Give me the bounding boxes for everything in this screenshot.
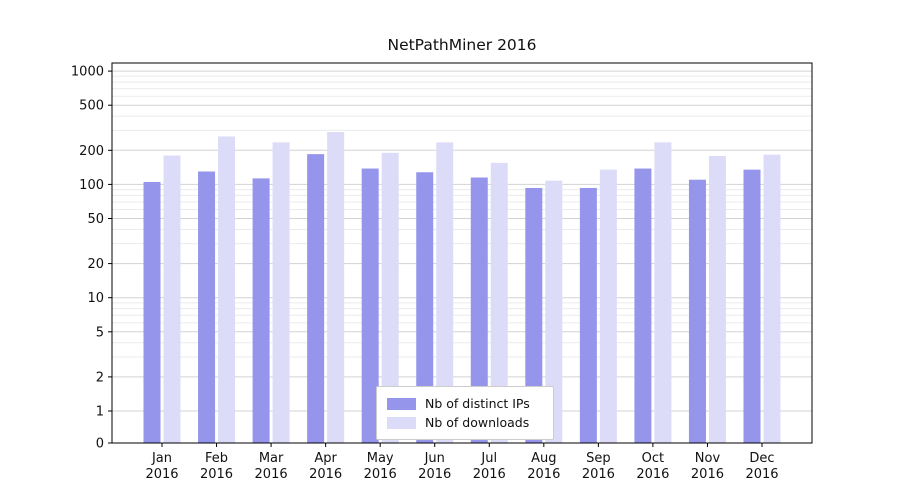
y-tick-label: 5 — [96, 325, 104, 340]
bar-downloads — [272, 142, 290, 443]
legend: Nb of distinct IPs Nb of downloads — [376, 386, 554, 440]
x-tick-label-month: Nov — [695, 451, 721, 466]
chart-title: NetPathMiner 2016 — [387, 36, 537, 54]
x-tick-label-month: Apr — [314, 451, 337, 466]
bar-distinct-ips — [470, 177, 488, 443]
bar-downloads — [163, 155, 181, 443]
x-tick-label-month: Jan — [151, 451, 172, 466]
x-tick-label-month: Jun — [424, 451, 445, 466]
x-tick-label-month: Sep — [586, 451, 611, 466]
x-tick-label-month: Jul — [480, 451, 497, 466]
x-tick-label-year: 2016 — [145, 467, 178, 482]
bar-distinct-ips — [198, 171, 216, 443]
x-tick-label-month: Feb — [205, 451, 228, 466]
y-tick-label: 1 — [96, 405, 104, 420]
bar-distinct-ips — [688, 179, 706, 443]
x-tick-label-year: 2016 — [636, 467, 669, 482]
x-tick-label-month: Oct — [642, 451, 664, 466]
bar-downloads — [708, 156, 726, 444]
bar-downloads — [763, 154, 781, 443]
bar-downloads — [654, 142, 672, 443]
y-tick-label: 500 — [79, 99, 104, 114]
bar-downloads — [327, 132, 345, 443]
bar-distinct-ips — [525, 187, 543, 443]
legend-item-distinct-ips: Nb of distinct IPs — [387, 394, 543, 413]
x-tick-label-year: 2016 — [309, 467, 342, 482]
legend-label-distinct-ips: Nb of distinct IPs — [425, 396, 530, 411]
bar-distinct-ips — [634, 168, 652, 443]
y-tick-label: 20 — [87, 257, 104, 272]
bar-distinct-ips — [416, 172, 434, 443]
legend-label-downloads: Nb of downloads — [425, 415, 530, 430]
x-tick-label-year: 2016 — [364, 467, 397, 482]
y-tick-label: 2 — [96, 370, 104, 385]
x-tick-label-year: 2016 — [255, 467, 288, 482]
bar-distinct-ips — [307, 154, 325, 443]
bar-downloads — [436, 142, 454, 443]
x-tick-label-year: 2016 — [473, 467, 506, 482]
x-tick-label-year: 2016 — [200, 467, 233, 482]
x-tick-label-year: 2016 — [418, 467, 451, 482]
y-tick-label: 10 — [87, 291, 104, 306]
plot-spines — [111, 62, 813, 444]
bar-distinct-ips — [143, 181, 161, 443]
x-tick-label-year: 2016 — [582, 467, 615, 482]
x-tick-label-year: 2016 — [745, 467, 778, 482]
legend-swatch-downloads — [387, 416, 416, 429]
y-tick-label: 50 — [87, 212, 104, 227]
bar-downloads — [545, 180, 563, 443]
bar-downloads — [381, 152, 399, 444]
y-tick-label: 200 — [79, 144, 104, 159]
bar-downloads — [218, 136, 236, 444]
bar-distinct-ips — [252, 178, 270, 443]
bar-downloads — [599, 169, 617, 443]
x-tick-label-month: Dec — [749, 451, 774, 466]
bar-distinct-ips — [579, 187, 597, 443]
x-tick-label-month: Aug — [531, 451, 556, 466]
y-tick-label: 100 — [79, 178, 104, 193]
x-tick-label-year: 2016 — [527, 467, 560, 482]
x-tick-label-month: May — [367, 451, 394, 466]
x-tick-label-month: Mar — [259, 451, 284, 466]
legend-item-downloads: Nb of downloads — [387, 413, 543, 432]
y-tick-label: 1000 — [71, 65, 104, 80]
x-tick-label-year: 2016 — [691, 467, 724, 482]
y-tick-label: 0 — [96, 437, 104, 452]
bar-distinct-ips — [743, 169, 761, 443]
bar-downloads — [490, 162, 508, 443]
bar-distinct-ips — [361, 168, 379, 443]
legend-swatch-distinct-ips — [387, 397, 416, 410]
